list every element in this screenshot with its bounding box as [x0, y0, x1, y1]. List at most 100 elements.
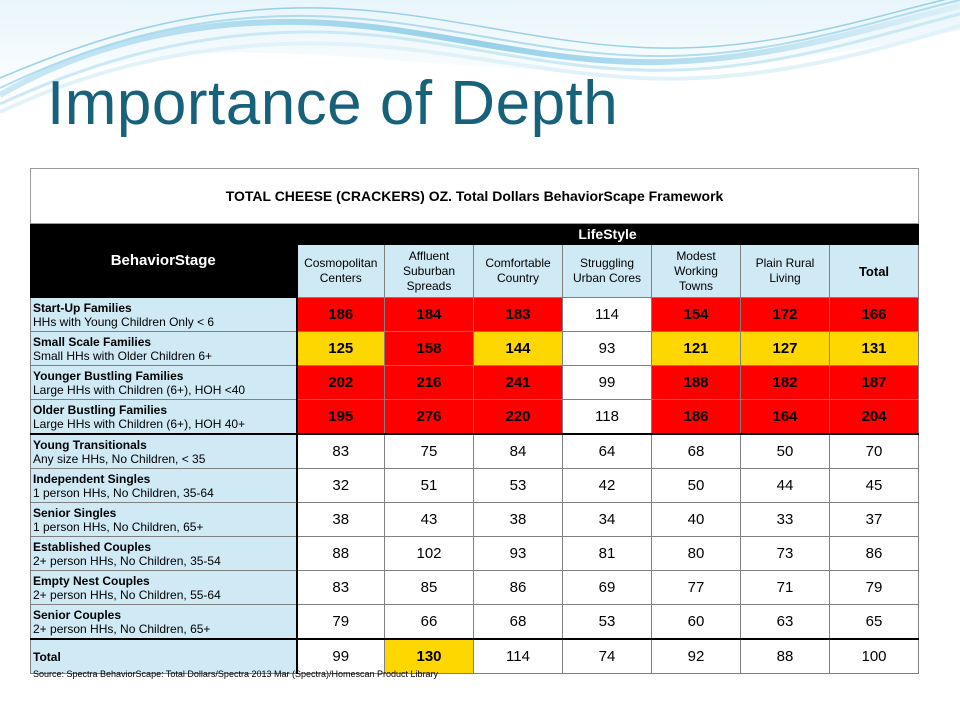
index-value-cell: 73	[740, 536, 830, 571]
index-value-cell: 74	[562, 638, 652, 674]
row-header: Senior Singles 1 person HHs, No Children,…	[30, 502, 298, 537]
index-value-cell: 83	[295, 433, 385, 469]
index-value-cell: 204	[829, 399, 919, 435]
index-value-cell: 53	[473, 468, 563, 503]
index-value-cell: 121	[651, 331, 741, 366]
column-header-line: Total	[858, 263, 890, 279]
table-row: Young Transitionals Any size HHs, No Chil…	[30, 433, 919, 469]
table-row: Senior Couples 2+ person HHs, No Children…	[30, 604, 919, 640]
index-value-cell: 125	[295, 331, 385, 366]
index-value-cell: 216	[384, 365, 474, 400]
index-value-cell: 93	[562, 331, 652, 366]
index-value-cell: 154	[651, 297, 741, 332]
table-row: Total 99 130 114 74 92 88 100	[30, 638, 919, 674]
table-row: Independent Singles 1 person HHs, No Chil…	[30, 468, 919, 503]
table-row: Senior Singles 1 person HHs, No Children,…	[30, 502, 919, 537]
column-header-line: Struggling	[579, 256, 635, 270]
row-name: Senior Couples	[33, 607, 122, 622]
table-row: Start-Up Families HHs with Young Children…	[30, 297, 919, 332]
index-value-cell: 172	[740, 297, 830, 332]
index-value-cell: 80	[651, 536, 741, 571]
row-header: Empty Nest Couples 2+ person HHs, No Chil…	[30, 570, 298, 605]
row-description: 1 person HHs, No Children, 35-64	[33, 485, 214, 500]
row-header: Older Bustling Families Large HHs with Ch…	[30, 399, 298, 435]
index-value-cell: 81	[562, 536, 652, 571]
index-value-cell: 77	[651, 570, 741, 605]
index-value-cell: 86	[473, 570, 563, 605]
index-value-cell: 220	[473, 399, 563, 435]
table-row: Empty Nest Couples 2+ person HHs, No Chil…	[30, 570, 919, 605]
index-value-cell: 85	[384, 570, 474, 605]
row-description: Small HHs with Older Children 6+	[33, 348, 213, 363]
row-header: Small Scale Families Small HHs with Older…	[30, 331, 298, 366]
table-row: Older Bustling Families Large HHs with Ch…	[30, 399, 919, 435]
index-value-cell: 100	[829, 638, 919, 674]
index-value-cell: 86	[829, 536, 919, 571]
index-value-cell: 114	[473, 638, 563, 674]
index-value-cell: 127	[740, 331, 830, 366]
index-value-cell: 118	[562, 399, 652, 435]
index-value-cell: 186	[651, 399, 741, 435]
index-value-cell: 40	[651, 502, 741, 537]
index-value-cell: 114	[562, 297, 652, 332]
index-value-cell: 187	[829, 365, 919, 400]
column-header-line: Urban Cores	[572, 271, 642, 285]
index-value-cell: 99	[562, 365, 652, 400]
column-header-line: Centers	[319, 271, 362, 285]
column-header: Cosmopolitan Centers	[295, 244, 385, 298]
column-header-line: Plain Rural	[755, 256, 815, 270]
index-value-cell: 88	[740, 638, 830, 674]
index-value-cell: 33	[740, 502, 830, 537]
index-value-cell: 51	[384, 468, 474, 503]
index-value-cell: 102	[384, 536, 474, 571]
row-header: Start-Up Families HHs with Young Children…	[30, 297, 298, 332]
index-value-cell: 53	[562, 604, 652, 640]
row-name: Empty Nest Couples	[33, 573, 150, 588]
row-name: Start-Up Families	[33, 300, 132, 315]
index-value-cell: 32	[295, 468, 385, 503]
index-value-cell: 166	[829, 297, 919, 332]
column-header: Comfortable Country	[473, 244, 563, 298]
lifestyle-header: LifeStyle	[296, 223, 919, 245]
column-header-line: Modest	[676, 248, 716, 263]
index-value-cell: 79	[295, 604, 385, 640]
column-header-line: Comfortable	[485, 256, 551, 270]
index-value-cell: 43	[384, 502, 474, 537]
row-description: 2+ person HHs, No Children, 65+	[33, 621, 211, 636]
row-name: Senior Singles	[33, 505, 117, 520]
column-header-line: Towns	[678, 278, 713, 293]
index-value-cell: 144	[473, 331, 563, 366]
index-value-cell: 38	[295, 502, 385, 537]
index-value-cell: 63	[740, 604, 830, 640]
row-name: Older Bustling Families	[33, 402, 168, 417]
column-header-line: Affluent	[408, 248, 450, 263]
index-value-cell: 71	[740, 570, 830, 605]
source-note: Source: Spectra BehaviorScape: Total Dol…	[33, 669, 439, 679]
index-value-cell: 93	[473, 536, 563, 571]
row-header: Senior Couples 2+ person HHs, No Children…	[30, 604, 298, 640]
row-name: Independent Singles	[33, 471, 151, 486]
row-header: Established Couples 2+ person HHs, No Chi…	[30, 536, 298, 571]
column-header: Total	[829, 244, 919, 298]
index-value-cell: 79	[829, 570, 919, 605]
column-header: Modest Working Towns	[651, 244, 741, 298]
index-value-cell: 50	[740, 433, 830, 469]
index-value-cell: 131	[829, 331, 919, 366]
slide-title: Importance of Depth	[47, 69, 619, 138]
row-name: Total	[33, 649, 61, 664]
index-value-cell: 83	[295, 570, 385, 605]
index-value-cell: 195	[295, 399, 385, 435]
index-value-cell: 37	[829, 502, 919, 537]
index-value-cell: 38	[473, 502, 563, 537]
table-title: TOTAL CHEESE (CRACKERS) OZ. Total Dollar…	[30, 168, 919, 224]
index-value-cell: 276	[384, 399, 474, 435]
row-header: Younger Bustling Families Large HHs with …	[30, 365, 298, 400]
decorative-wave-banner	[0, 0, 960, 114]
table-row: Younger Bustling Families Large HHs with …	[30, 365, 919, 400]
index-value-cell: 202	[295, 365, 385, 400]
index-value-cell: 45	[829, 468, 919, 503]
column-header-line: Living	[769, 271, 801, 285]
column-header: Affluent Suburban Spreads	[384, 244, 474, 298]
row-name: Established Couples	[33, 539, 152, 554]
index-value-cell: 188	[651, 365, 741, 400]
